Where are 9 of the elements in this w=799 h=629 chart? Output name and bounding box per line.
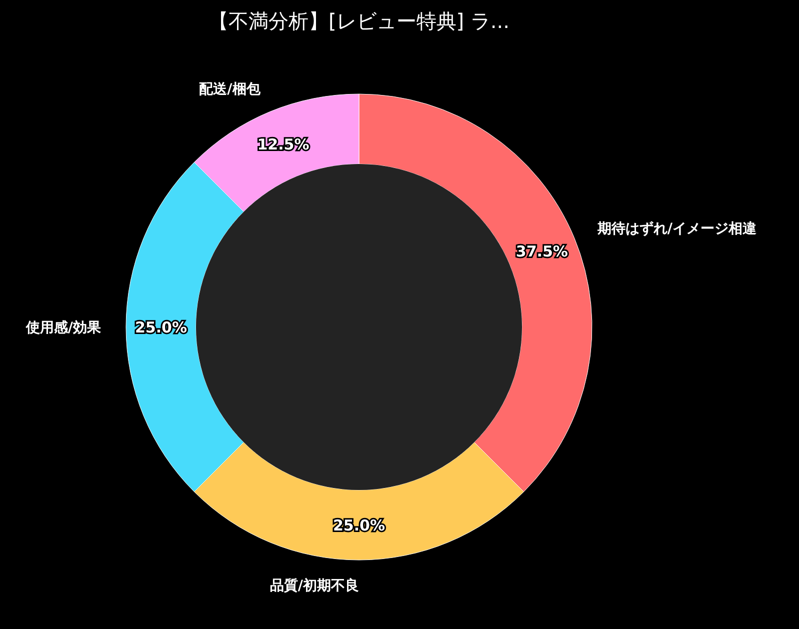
data-label: 37.5% xyxy=(516,242,568,260)
slice-label: 配送/梱包 xyxy=(199,82,262,98)
slice-label: 品質/初期不良 xyxy=(270,576,359,594)
data-label: 25.0% xyxy=(134,318,188,336)
slice-label: 期待はずれ/イメージ相違 xyxy=(596,221,758,238)
slice-label: 使用感/効果 xyxy=(24,320,102,336)
chart-title: 【不満分析】[レビュー特典] ラ... xyxy=(208,9,510,33)
data-label: 25.0% xyxy=(332,516,386,534)
data-label: 12.5% xyxy=(257,135,310,154)
